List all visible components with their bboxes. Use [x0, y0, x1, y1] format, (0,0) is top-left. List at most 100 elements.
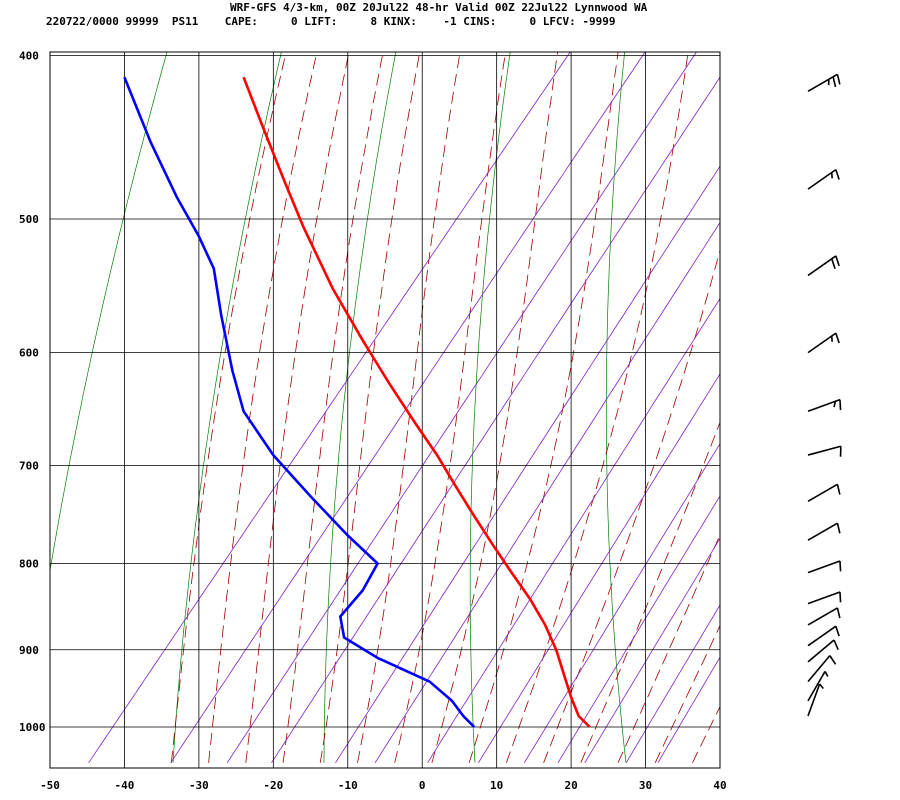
- dry-adiabat-line: [853, 18, 900, 763]
- wind-barb-flag: [839, 591, 842, 603]
- mixing-ratio-line: [478, 373, 720, 764]
- wind-barb-staff: [807, 483, 838, 503]
- wind-barb-flag: [830, 258, 836, 269]
- moist-adiabat-line: [617, 533, 720, 763]
- y-tick-label: 900: [19, 644, 39, 657]
- chart-title: WRF-GFS 4/3-km, 00Z 20Jul22 48-hr Valid …: [230, 1, 648, 14]
- x-tick-label: 10: [490, 779, 503, 792]
- mixing-ratio-line: [557, 495, 720, 764]
- sounding-indices: 220722/0000 99999 PS11 CAPE: 0 LIFT: 8 K…: [46, 15, 616, 28]
- moist-adiabat-line: [394, 52, 506, 763]
- wind-barb-flag: [833, 401, 837, 408]
- wind-barb: [807, 655, 837, 683]
- moist-adiabat-line: [654, 624, 720, 763]
- moist-adiabat-line: [580, 421, 720, 763]
- x-tick-label: -50: [40, 779, 60, 792]
- wind-barb-flag: [829, 655, 837, 665]
- wind-barb: [807, 522, 841, 541]
- grid: [50, 52, 721, 768]
- x-tick-label: -10: [338, 779, 358, 792]
- wind-barb: [807, 332, 840, 354]
- sounding-traces: [123, 76, 591, 728]
- wind-barb-flag: [832, 76, 837, 88]
- y-tick-label: 600: [19, 347, 39, 360]
- wind-barb: [807, 625, 840, 647]
- wind-barb-flag: [836, 523, 841, 534]
- wind-barb-column: [807, 73, 842, 717]
- wind-barb-flag: [835, 255, 840, 267]
- y-tick-label: 800: [19, 557, 39, 570]
- y-tick-label: 500: [19, 213, 39, 226]
- moist-adiabat-line: [245, 52, 350, 763]
- temperature-trace: [242, 76, 591, 728]
- wind-barb: [807, 560, 842, 574]
- dry-adiabat-line: [50, 52, 168, 573]
- x-tick-label: 0: [419, 779, 426, 792]
- wind-barb-staff: [807, 639, 835, 663]
- y-tick-label: 700: [19, 460, 39, 473]
- dry-adiabat-line: [323, 52, 397, 763]
- x-tick-label: 30: [639, 779, 652, 792]
- y-tick-label: 400: [19, 50, 39, 63]
- wind-barb-staff: [807, 591, 841, 605]
- mixing-ratio-line: [625, 604, 720, 763]
- wind-barb: [807, 483, 841, 503]
- wind-barb-flag: [836, 607, 841, 619]
- mixing-ratio-line: [584, 537, 720, 764]
- dry-adiabat-line: [469, 52, 511, 763]
- plot-frame: [49, 51, 721, 769]
- wind-barb-flag: [824, 671, 829, 677]
- wind-barb: [807, 671, 829, 702]
- moist-adiabat-line: [357, 52, 461, 763]
- mixing-ratio-line: [335, 165, 720, 764]
- wind-barb-staff: [807, 683, 821, 717]
- moist-adiabat-line: [543, 248, 720, 763]
- wind-barb: [807, 255, 840, 277]
- mixing-ratio-line: [226, 52, 697, 764]
- wind-barb: [807, 607, 841, 626]
- moist-adiabat-line: [319, 52, 421, 763]
- wind-barb-staff: [807, 560, 841, 574]
- y-tick-label: 1000: [19, 721, 46, 734]
- wind-barb: [807, 168, 840, 190]
- wind-barb-flag: [836, 74, 841, 85]
- dry-adiabat-line: [605, 52, 627, 763]
- moist-adiabat-line: [208, 52, 318, 763]
- wind-barb: [807, 398, 842, 413]
- x-tick-label: 20: [564, 779, 577, 792]
- x-tick-label: -40: [115, 779, 135, 792]
- wind-barb-staff: [807, 607, 838, 626]
- mixing-ratio-line: [374, 221, 720, 764]
- wind-barb-staff: [807, 655, 831, 683]
- wind-barb-flag: [833, 639, 839, 650]
- dewpoint-trace: [123, 76, 476, 728]
- wind-barb-flag: [836, 484, 841, 495]
- dry-adiabat-line: [172, 52, 282, 763]
- mixing-ratio-line: [88, 52, 571, 764]
- wind-barb: [807, 639, 839, 663]
- wind-barb: [807, 591, 842, 605]
- chart-header: WRF-GFS 4/3-km, 00Z 20Jul22 48-hr Valid …: [0, 0, 900, 40]
- moist-adiabat-line: [468, 52, 619, 763]
- wind-barb: [807, 445, 842, 457]
- wind-barb-staff: [807, 625, 837, 647]
- wind-barb-staff: [807, 671, 826, 702]
- x-tick-label: 40: [713, 779, 726, 792]
- mixing-ratio-line: [523, 442, 720, 764]
- wind-barb: [807, 683, 824, 717]
- wind-barb-flag: [819, 683, 824, 690]
- moist-adiabat-line: [171, 52, 287, 763]
- dry-adiabat-line: [734, 18, 777, 763]
- wind-barb-flag: [835, 625, 840, 637]
- wind-barb-staff: [807, 445, 842, 456]
- tick-labels: 400 500 600 700 800 900 1000 -50 -40 -30 -20 -10 0 10…: [19, 50, 727, 793]
- mixing-ratio-line: [170, 52, 646, 764]
- x-tick-label: -20: [263, 779, 283, 792]
- wind-barb: [807, 73, 841, 92]
- mixing-ratio-line: [427, 297, 720, 764]
- x-tick-label: -30: [189, 779, 209, 792]
- mixing-ratio-line: [657, 656, 720, 764]
- mixing-ratio-line: [271, 76, 720, 764]
- wind-barb-flag: [835, 169, 840, 180]
